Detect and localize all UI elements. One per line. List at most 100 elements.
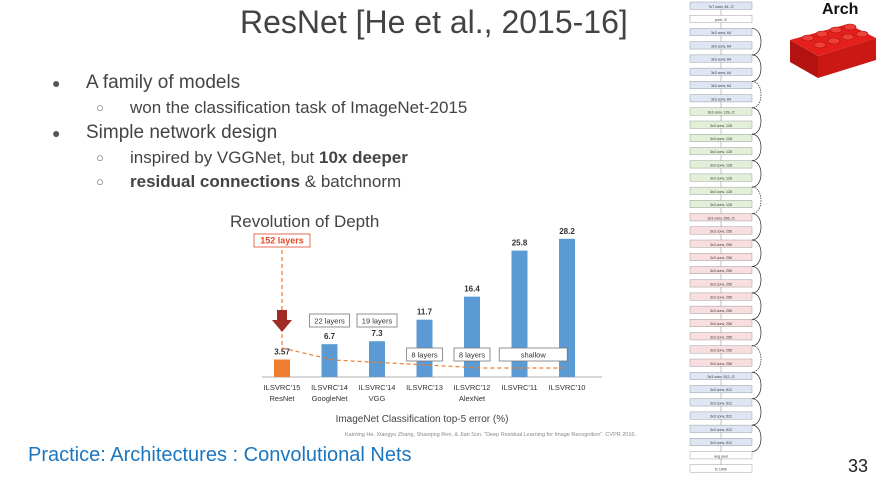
layer-label: 3x3 conv, 256: [710, 349, 732, 353]
bullet-list: A family of models won the classificatio…: [50, 70, 467, 194]
layer-label: 3x3 conv, 512: [710, 388, 732, 392]
layer-label: 3x3 conv, 256: [710, 309, 732, 313]
layer-label: 3x3 conv, 256: [710, 282, 732, 286]
skip-connection: [751, 160, 762, 188]
skip-connection: [751, 107, 762, 135]
layer-label: avg pool: [714, 454, 728, 458]
skip-connection: [751, 28, 762, 56]
resnet-architecture-diagram: 7x7 conv, 64, /2 pool, /2 3x3 conv, 64 3x3 …: [689, 1, 762, 473]
skip-connection: [751, 318, 762, 347]
layer-label: 3x3 conv, 64: [711, 44, 731, 48]
bar-value-label: 6.7: [324, 332, 336, 341]
depth-label: 19 layers: [362, 317, 393, 326]
chart-title: Revolution of Depth: [230, 212, 379, 231]
sub-bullet-plain: inspired by VGGNet, but: [130, 148, 319, 167]
x-tick-label: ILSVRC'11: [501, 383, 537, 392]
x-tick-sublabel: GoogleNet: [312, 394, 349, 403]
slide-title: ResNet [He et al., 2015-16]: [240, 4, 628, 40]
layer-label: fc 1000: [715, 468, 727, 472]
layer-label: 3x3 conv, 256: [710, 296, 732, 300]
x-tick-sublabel: VGG: [369, 394, 386, 403]
bar-value-label: 3.57: [274, 348, 290, 357]
layer-label: 3x3 conv, 128: [710, 124, 732, 128]
x-tick-sublabel: ResNet: [269, 394, 295, 403]
bar-value-label: 7.3: [371, 329, 383, 338]
bar: [464, 296, 480, 377]
x-tick-label: ILSVRC'14: [311, 383, 348, 392]
skip-connection: [751, 398, 762, 426]
layer-label: 3x3 conv, 256: [710, 256, 732, 260]
depth-label-box: [356, 313, 398, 328]
skip-connection: [751, 371, 762, 400]
x-tick-sublabel: AlexNet: [459, 394, 486, 403]
depth-label-box: [309, 313, 350, 328]
layer-label: 3x3 conv, 64: [711, 58, 731, 62]
depth-label-box: [498, 347, 568, 362]
depth-label-box: [453, 347, 491, 362]
skip-connection: [751, 292, 762, 320]
sub-bullet-bold: 10x deeper: [318, 148, 408, 167]
layer-label: 3x3 conv, 512, /2: [707, 375, 734, 379]
skip-connection: [751, 345, 762, 373]
depth-label: 152 layers: [260, 236, 304, 246]
footer-link[interactable]: Practice: Architectures : Convolutional …: [28, 444, 412, 466]
bullet-item: A family of models: [50, 70, 467, 96]
bar: [511, 250, 528, 377]
citation: Kaiming He, Xiangyu Zhang, Shaoqing Ren,…: [345, 432, 636, 438]
layer-label: 3x3 conv, 256: [710, 322, 732, 326]
sub-bullet-item: inspired by VGGNet, but 10x deeper: [50, 146, 467, 170]
page-number: 33: [848, 456, 869, 476]
depth-label: 8 layers: [459, 351, 486, 360]
skip-connection: [751, 133, 762, 162]
x-tick-label: ILSVRC'12: [454, 383, 491, 392]
layer-label: 3x3 conv, 64: [711, 71, 731, 75]
layer-label: 3x3 conv, 64: [711, 84, 731, 88]
layer-label: 3x3 conv, 256: [710, 335, 732, 339]
x-tick-label: ILSVRC'10: [549, 383, 586, 392]
skip-connection: [751, 424, 762, 452]
layer-label: 3x3 conv, 128: [710, 177, 732, 181]
layer-label: 3x3 conv, 128, /2: [707, 111, 734, 115]
bar: [321, 344, 338, 377]
depth-label-box: [406, 347, 443, 362]
x-axis-label: ImageNet Classification top-5 error (%): [336, 414, 509, 425]
skip-connection: [751, 54, 762, 82]
x-tick-label: ILSVRC'14: [359, 383, 396, 392]
sub-bullet-item: residual connections & batchnorm: [50, 170, 467, 194]
x-tick-label: ILSVRC'13: [406, 383, 443, 392]
skip-connection: [751, 213, 762, 241]
bar-value-label: 11.7: [417, 308, 433, 317]
sub-bullet-bold: residual connections: [130, 172, 301, 191]
layer-label: 3x3 conv, 512: [710, 441, 732, 445]
depth-label: 8 layers: [411, 351, 438, 360]
bar: [274, 359, 290, 377]
sub-bullet-item: won the classification task of ImageNet-…: [50, 96, 467, 120]
bar-value-label: 16.4: [464, 285, 480, 294]
layer-label: 3x3 conv, 256: [710, 230, 732, 234]
arch-label: Arch: [822, 1, 859, 18]
layer-label: 3x3 conv, 256: [710, 243, 732, 247]
layer-label: 3x3 conv, 256, /2: [707, 216, 734, 220]
bar-value-label: 25.8: [512, 239, 528, 248]
depth-label: shallow: [521, 351, 547, 360]
layer-label: 3x3 conv, 256: [710, 362, 732, 366]
layer-label: 3x3 conv, 512: [710, 401, 732, 405]
depth-label-box: [253, 233, 311, 248]
layer-label: 3x3 conv, 64: [711, 31, 731, 35]
layer-label: 3x3 conv, 128: [710, 163, 732, 167]
x-tick-label: ILSVRC'15: [264, 383, 301, 392]
bar: [559, 238, 575, 377]
layer-label: 3x3 conv, 128: [710, 137, 732, 141]
down-arrow-icon: [272, 310, 292, 332]
sub-bullet-plain: & batchnorm: [300, 172, 402, 191]
skip-connection: [751, 266, 762, 294]
layer-label: 3x3 conv, 128: [710, 190, 732, 194]
layer-label: 3x3 conv, 256: [710, 269, 732, 273]
layer-label: 3x3 conv, 512: [710, 415, 732, 419]
layer-label: 3x3 conv, 64: [711, 97, 731, 101]
layer-label: 3x3 conv, 128: [710, 150, 732, 154]
skip-connection: [751, 239, 762, 267]
layer-label: 3x3 conv, 512: [710, 428, 732, 432]
layer-label: 7x7 conv, 64, /2: [708, 5, 733, 9]
skip-connection: [751, 80, 762, 109]
